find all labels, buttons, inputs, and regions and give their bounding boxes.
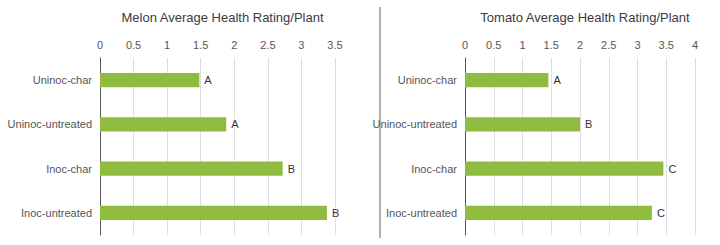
svg-text:1: 1 [519, 39, 525, 51]
svg-text:A: A [204, 74, 212, 86]
svg-text:2.5: 2.5 [260, 39, 275, 51]
svg-text:A: A [553, 74, 561, 86]
svg-text:Uninoc-char: Uninoc-char [398, 74, 458, 86]
svg-text:Inoc-char: Inoc-char [46, 163, 92, 175]
svg-text:B: B [585, 118, 592, 130]
svg-text:4: 4 [692, 39, 698, 51]
svg-text:A: A [231, 118, 239, 130]
svg-text:2.5: 2.5 [601, 39, 616, 51]
svg-text:0: 0 [462, 39, 468, 51]
svg-text:0.5: 0.5 [486, 39, 501, 51]
svg-text:C: C [668, 163, 676, 175]
svg-text:1.5: 1.5 [193, 39, 208, 51]
svg-text:Inoc-untreated: Inoc-untreated [21, 207, 92, 219]
svg-text:3.5: 3.5 [659, 39, 674, 51]
svg-text:Tomato Average Health Rating/P: Tomato Average Health Rating/Plant [480, 10, 690, 25]
svg-text:Inoc-char: Inoc-char [411, 163, 457, 175]
svg-text:0: 0 [97, 39, 103, 51]
svg-text:0.5: 0.5 [126, 39, 141, 51]
svg-text:Melon Average Health Rating/Pl: Melon Average Health Rating/Plant [121, 10, 323, 25]
svg-text:B: B [332, 207, 339, 219]
svg-text:1.5: 1.5 [544, 39, 559, 51]
svg-text:Uninoc-char: Uninoc-char [33, 74, 93, 86]
svg-text:3.5: 3.5 [327, 39, 342, 51]
svg-text:Uninoc-untreated: Uninoc-untreated [8, 118, 92, 130]
svg-text:B: B [288, 163, 295, 175]
svg-text:2: 2 [231, 39, 237, 51]
svg-text:C: C [657, 207, 665, 219]
svg-text:Inoc-untreated: Inoc-untreated [386, 207, 457, 219]
svg-text:2: 2 [577, 39, 583, 51]
svg-text:Uninoc-untreated: Uninoc-untreated [373, 118, 457, 130]
svg-text:3: 3 [298, 39, 304, 51]
svg-text:1: 1 [164, 39, 170, 51]
svg-text:3: 3 [634, 39, 640, 51]
